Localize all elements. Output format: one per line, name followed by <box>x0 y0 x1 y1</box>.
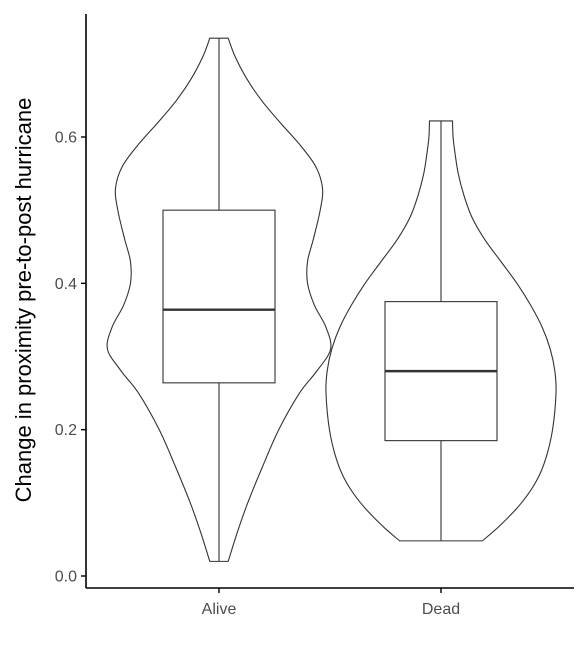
y-axis-ticks: 0.0 0.2 0.4 0.6 <box>55 130 86 586</box>
y-axis-title: Change in proximity pre-to-post hurrican… <box>11 98 36 503</box>
x-axis-ticks: Alive Dead <box>202 588 460 618</box>
plot-groups <box>106 37 557 562</box>
group-dead <box>325 120 557 542</box>
y-tick-label: 0.4 <box>55 276 77 293</box>
y-tick-label: 0.2 <box>55 422 77 439</box>
violin-dead <box>325 120 557 542</box>
box-alive <box>162 209 276 384</box>
y-tick-label: 0.0 <box>55 569 77 586</box>
y-tick-label: 0.6 <box>55 130 77 147</box>
group-alive <box>106 37 332 562</box>
violin-alive <box>106 37 332 562</box>
x-tick-label: Dead <box>422 601 460 618</box>
x-tick-label: Alive <box>202 601 237 618</box>
